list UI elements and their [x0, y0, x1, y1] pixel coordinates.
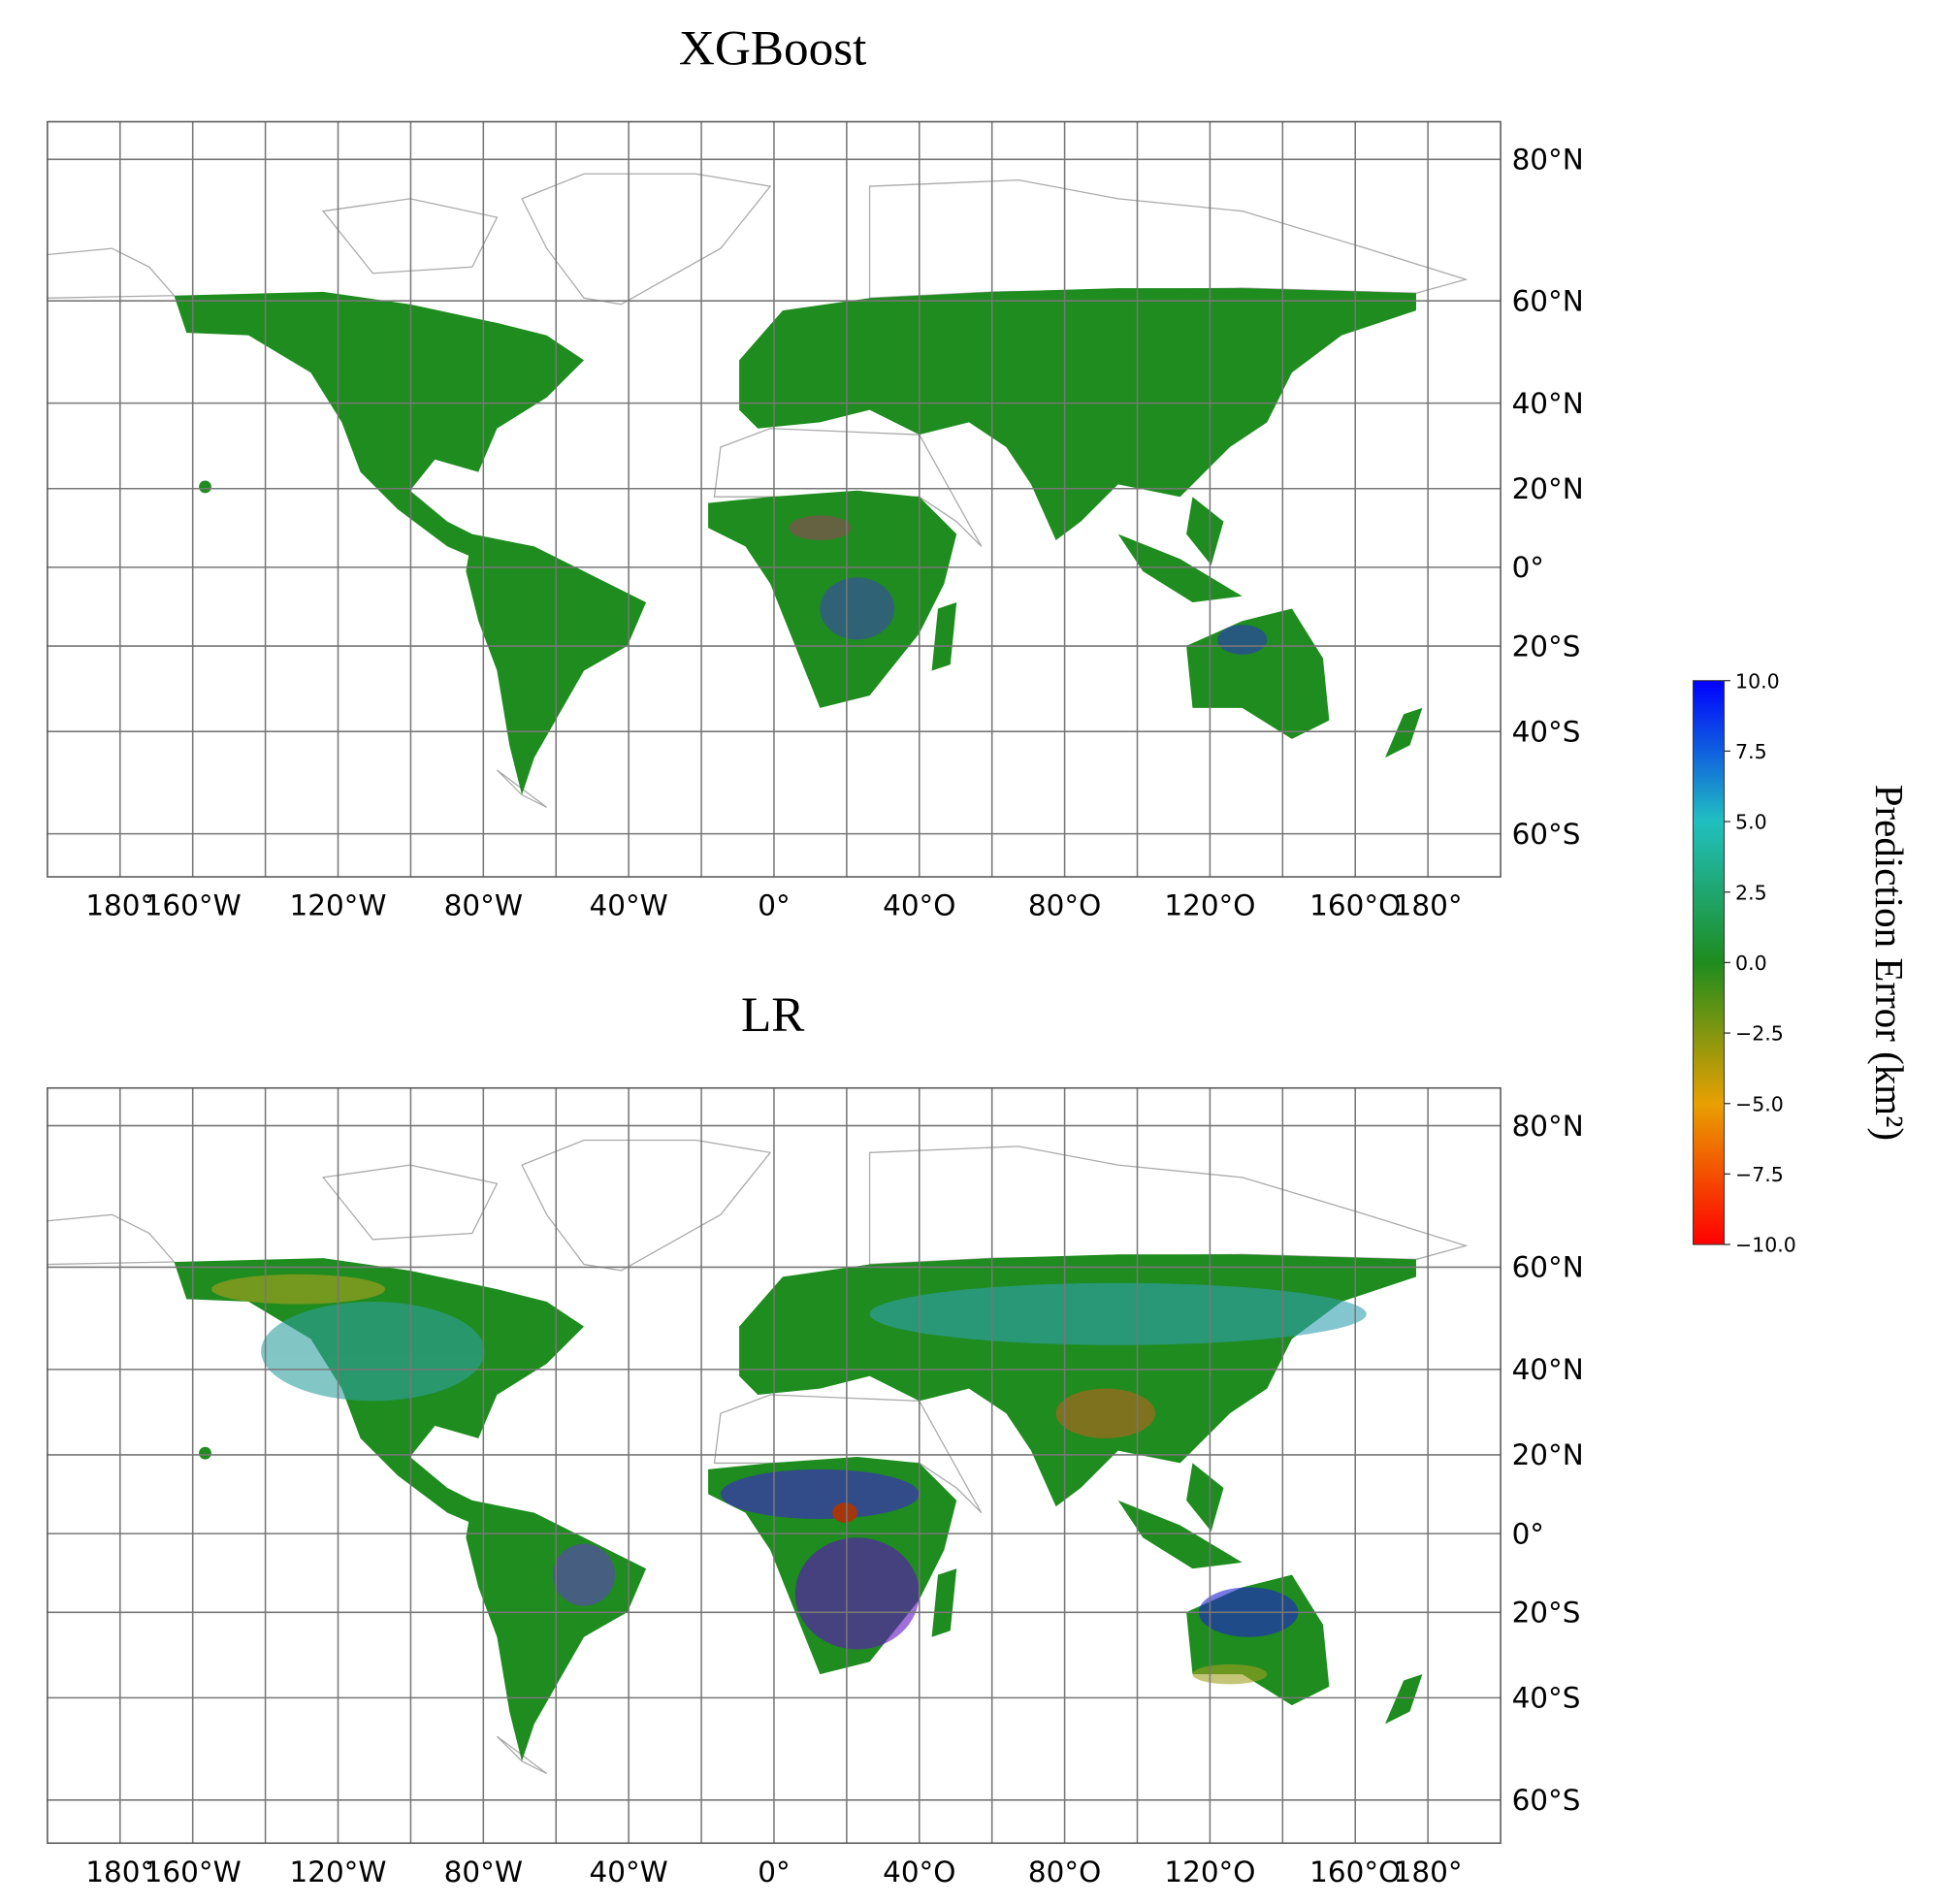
- x-tick-label: 160°W: [145, 889, 242, 922]
- x-tick-label: 120°W: [290, 889, 387, 922]
- y-tick-label: 20°N: [1512, 1438, 1584, 1471]
- colorbar-scale: [1693, 680, 1726, 1245]
- x-tick-label: 40°O: [883, 889, 955, 922]
- y-tick-label: 80°N: [1512, 1110, 1584, 1143]
- x-tick-label: 80°W: [444, 889, 523, 922]
- y-tick-label: 0°: [1512, 1517, 1544, 1550]
- colorbar-tick-label: 2.5: [1735, 881, 1767, 904]
- y-tick-label: 60°S: [1512, 818, 1581, 851]
- land: [174, 288, 1423, 795]
- x-tick-label: 40°O: [883, 1856, 955, 1888]
- y-tick-label: 20°S: [1512, 1597, 1581, 1630]
- x-tick-label: 160°W: [145, 1856, 242, 1888]
- x-tick-label: 40°W: [589, 889, 667, 922]
- colorbar-tick-label: −2.5: [1735, 1022, 1784, 1046]
- x-tick-label: 160°O: [1309, 889, 1401, 922]
- y-tick-label: 0°: [1512, 551, 1544, 584]
- colorbar-tick-label: −7.5: [1735, 1163, 1784, 1186]
- colorbar-tick-label: 5.0: [1735, 811, 1767, 834]
- y-tick-label: 60°N: [1512, 284, 1584, 317]
- x-tick-label: 160°O: [1309, 1856, 1401, 1888]
- panel-title: LR: [741, 987, 805, 1043]
- y-tick-label: 40°S: [1512, 715, 1581, 748]
- y-tick-label: 60°S: [1512, 1784, 1581, 1817]
- map-frame: [47, 1086, 1502, 1845]
- x-tick-label: 180°: [85, 889, 154, 922]
- y-tick-label: 40°N: [1512, 1353, 1584, 1386]
- x-tick-label: 120°O: [1164, 889, 1255, 922]
- y-tick-label: 40°N: [1512, 387, 1584, 420]
- x-tick-label: 120°W: [290, 1856, 387, 1888]
- colorbar-tick-label: 10.0: [1735, 669, 1780, 693]
- y-tick-label: 40°S: [1512, 1682, 1581, 1715]
- error-speckle: [789, 515, 1268, 655]
- colorbar-label: Prediction Error (km²): [1867, 785, 1912, 1141]
- colorbar-tick-label: 7.5: [1735, 740, 1767, 763]
- error-speckle: [210, 1274, 1367, 1685]
- x-tick-label: 0°: [758, 1856, 790, 1888]
- colorbar-tick-label: −10.0: [1735, 1234, 1796, 1257]
- x-tick-label: 180°: [1394, 1856, 1463, 1888]
- x-tick-label: 40°W: [589, 1856, 667, 1888]
- x-tick-label: 80°O: [1028, 1856, 1101, 1888]
- panel-title: XGBoost: [679, 21, 866, 77]
- x-tick-label: 80°O: [1028, 889, 1101, 922]
- y-tick-label: 20°N: [1512, 472, 1584, 505]
- x-tick-label: 180°: [85, 1856, 154, 1888]
- colorbar-tick-label: −5.0: [1735, 1092, 1784, 1115]
- x-tick-label: 180°: [1394, 889, 1463, 922]
- y-tick-label: 20°S: [1512, 629, 1581, 662]
- y-tick-label: 60°N: [1512, 1251, 1584, 1284]
- map-frame: [47, 120, 1502, 878]
- x-tick-label: 80°W: [444, 1856, 523, 1888]
- x-tick-label: 120°O: [1164, 1856, 1255, 1888]
- colorbar: 10.0 7.5 5.0 2.5 0.0 −2.5 −5.0 −7.5 −10.0 Predict…: [1693, 669, 1912, 1257]
- y-tick-label: 80°N: [1512, 144, 1584, 177]
- x-tick-label: 0°: [758, 889, 790, 922]
- colorbar-tick-label: 0.0: [1735, 952, 1767, 975]
